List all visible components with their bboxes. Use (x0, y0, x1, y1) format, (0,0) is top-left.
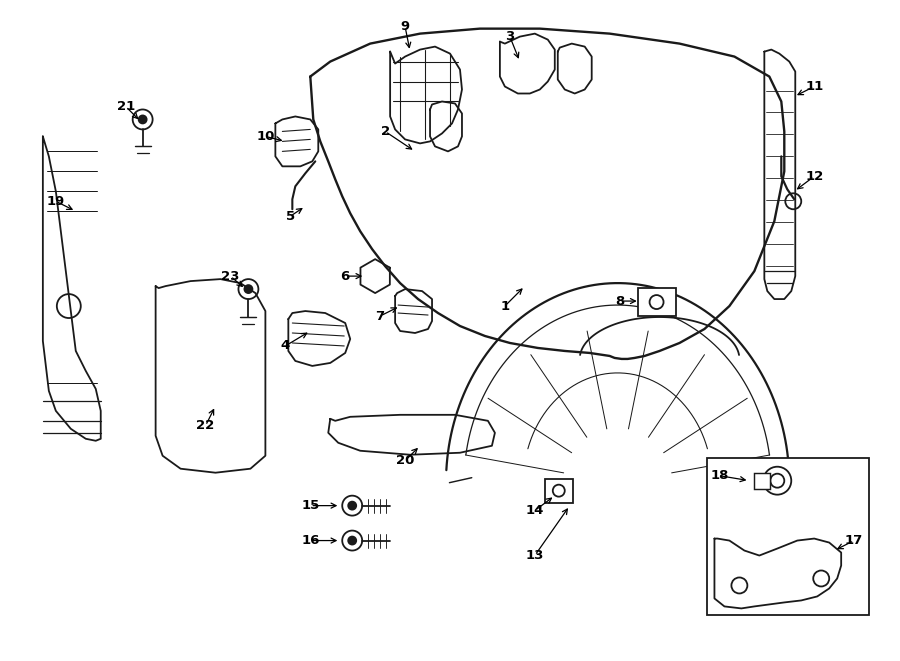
Text: 12: 12 (806, 170, 824, 183)
Text: 13: 13 (526, 549, 544, 562)
Text: 23: 23 (221, 270, 239, 283)
Text: 19: 19 (47, 195, 65, 208)
Text: 8: 8 (615, 295, 625, 307)
Bar (707, 457, 869, 615)
Text: 21: 21 (117, 100, 135, 113)
Text: 17: 17 (845, 534, 863, 547)
Text: 4: 4 (281, 340, 290, 352)
Text: 1: 1 (500, 299, 509, 313)
Circle shape (348, 502, 356, 510)
Text: 20: 20 (396, 454, 414, 467)
Text: 15: 15 (302, 499, 319, 512)
Text: 7: 7 (375, 309, 384, 323)
Text: 18: 18 (710, 469, 729, 482)
Text: 11: 11 (806, 80, 824, 93)
Text: 6: 6 (340, 270, 350, 283)
Text: 22: 22 (196, 419, 214, 432)
Text: 14: 14 (526, 504, 544, 517)
Text: 10: 10 (256, 130, 274, 143)
Circle shape (245, 285, 252, 293)
Text: 3: 3 (505, 30, 515, 43)
Text: 9: 9 (400, 20, 410, 33)
Bar (544, 479, 572, 502)
Bar (637, 288, 676, 316)
Bar (754, 473, 770, 488)
Text: 16: 16 (302, 534, 319, 547)
Text: 2: 2 (381, 125, 390, 138)
Text: 5: 5 (286, 210, 295, 223)
Circle shape (139, 116, 147, 124)
Circle shape (348, 537, 356, 545)
